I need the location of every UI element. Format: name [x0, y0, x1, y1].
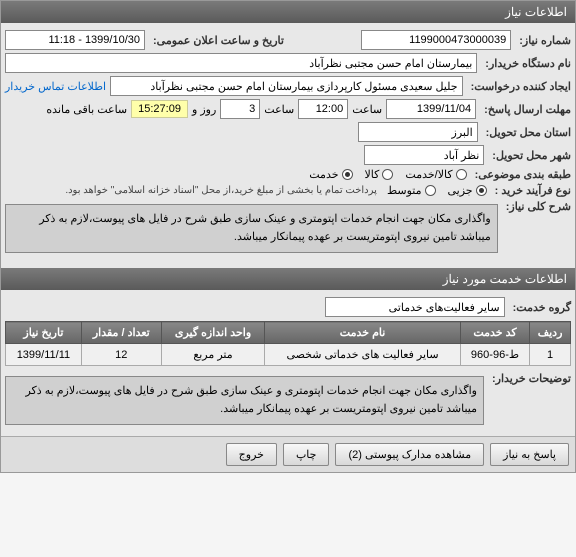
value-city: نظر آباد: [364, 145, 484, 165]
radio-pt-label-1: متوسط: [387, 184, 422, 197]
label-creator: ایجاد کننده درخواست:: [467, 80, 571, 93]
value-niaz-number: 1199000473000039: [361, 30, 511, 50]
value-niaz-desc: واگذاری مکان جهت انجام خدمات اپتومتری و …: [5, 204, 498, 253]
row-service-group: گروه خدمت: سایر فعالیت‌های خدماتی: [5, 297, 571, 317]
label-niaz-number: شماره نیاز:: [515, 34, 571, 47]
radio-circle-icon: [456, 169, 467, 180]
radio-circle-icon: [342, 169, 353, 180]
td-3: متر مربع: [161, 344, 265, 366]
row-niaz-number: شماره نیاز: 1199000473000039 تاریخ و ساع…: [5, 30, 571, 50]
label-deadline: مهلت ارسال پاسخ:: [480, 103, 571, 116]
title-bar: اطلاعات نیاز: [1, 1, 575, 23]
label-service-group: گروه خدمت:: [509, 301, 571, 314]
radio-circle-icon: [476, 185, 487, 196]
radio-circle-icon: [425, 185, 436, 196]
buttons-row: پاسخ به نیاز مشاهده مدارک پیوستی (2) چاپ…: [1, 436, 575, 472]
radio-pt-1[interactable]: متوسط: [387, 184, 436, 197]
td-5: 1399/11/11: [6, 344, 82, 366]
radio-item-1[interactable]: کالا: [365, 168, 394, 181]
th-5: تاریخ نیاز: [6, 322, 82, 344]
form-section: شماره نیاز: 1199000473000039 تاریخ و ساع…: [1, 23, 575, 264]
table-header-row: ردیف کد خدمت نام خدمت واحد اندازه گیری ت…: [6, 322, 571, 344]
budget-radio-group: کالا/خدمت کالا خدمت: [309, 168, 466, 181]
th-3: واحد اندازه گیری: [161, 322, 265, 344]
value-creator: جلیل سعیدی مسئول کارپردازی بیمارستان اما…: [110, 76, 463, 96]
radio-item-2[interactable]: خدمت: [309, 168, 352, 181]
row-purchase-type: نوع فرآیند خرید : جزیی متوسط پرداخت تمام…: [5, 184, 571, 197]
value-deadline-time: 12:00: [298, 99, 348, 119]
radio-item-0[interactable]: کالا/خدمت: [405, 168, 466, 181]
td-1: ط-96-960: [460, 344, 529, 366]
row-deadline: مهلت ارسال پاسخ: 1399/11/04 ساعت 12:00 س…: [5, 99, 571, 119]
radio-label-0: کالا/خدمت: [405, 168, 452, 181]
main-container: اطلاعات نیاز شماره نیاز: 119900047300003…: [0, 0, 576, 473]
countdown-timer: 15:27:09: [131, 100, 188, 118]
th-1: کد خدمت: [460, 322, 529, 344]
label-budget: طبقه بندی موضوعی:: [471, 168, 571, 181]
value-buyer-notes: واگذاری مکان جهت انجام خدمات اپتومتری و …: [5, 376, 484, 425]
value-announce-date: 1399/10/30 - 11:18: [5, 30, 145, 50]
label-purchase-type: نوع فرآیند خرید :: [491, 184, 571, 197]
value-province: البرز: [358, 122, 478, 142]
value-service-group: سایر فعالیت‌های خدماتی: [325, 297, 505, 317]
label-buyer-org: نام دستگاه خریدار:: [481, 57, 571, 70]
label-remain: ساعت باقی مانده: [46, 103, 127, 116]
label-niaz-desc: شرح کلی نیاز:: [502, 200, 571, 213]
print-button[interactable]: چاپ: [283, 443, 330, 466]
radio-label-2: خدمت: [309, 168, 338, 181]
label-announce-date: تاریخ و ساعت اعلان عمومی:: [149, 34, 284, 47]
row-city: شهر محل تحویل: نظر آباد: [5, 145, 571, 165]
view-attachments-button[interactable]: مشاهده مدارک پیوستی (2): [335, 443, 484, 466]
respond-button[interactable]: پاسخ به نیاز: [490, 443, 569, 466]
sub-title-bar: اطلاعات خدمت مورد نیاز: [1, 268, 575, 290]
value-buyer-org: بیمارستان امام حسن مجتبی نظرآباد: [5, 53, 477, 73]
label-province: استان محل تحویل:: [482, 126, 571, 139]
row-buyer-notes: توضیحات خریدار: واگذاری مکان جهت انجام خ…: [5, 372, 571, 429]
row-niaz-desc: شرح کلی نیاز: واگذاری مکان جهت انجام خدم…: [5, 200, 571, 257]
row-budget: طبقه بندی موضوعی: کالا/خدمت کالا خدمت: [5, 168, 571, 181]
radio-pt-label-0: جزیی: [448, 184, 473, 197]
purchase-radio-group: جزیی متوسط: [387, 184, 487, 197]
label-buyer-notes: توضیحات خریدار:: [488, 372, 571, 385]
td-0: 1: [530, 344, 571, 366]
td-4: 12: [81, 344, 161, 366]
value-days: 3: [220, 99, 260, 119]
td-2: سایر فعالیت های خدماتی شخصی: [265, 344, 461, 366]
link-buyer-contact[interactable]: اطلاعات تماس خریدار: [5, 80, 106, 93]
table-row[interactable]: 1 ط-96-960 سایر فعالیت های خدماتی شخصی م…: [6, 344, 571, 366]
label-city: شهر محل تحویل:: [488, 149, 571, 162]
radio-pt-0[interactable]: جزیی: [448, 184, 487, 197]
value-deadline-date: 1399/11/04: [386, 99, 476, 119]
label-time2: ساعت: [264, 103, 294, 116]
label-days: روز و: [192, 103, 216, 116]
row-buyer-org: نام دستگاه خریدار: بیمارستان امام حسن مج…: [5, 53, 571, 73]
radio-label-1: کالا: [365, 168, 380, 181]
label-time: ساعت: [352, 103, 382, 116]
row-creator: ایجاد کننده درخواست: جلیل سعیدی مسئول کا…: [5, 76, 571, 96]
radio-circle-icon: [382, 169, 393, 180]
services-table: ردیف کد خدمت نام خدمت واحد اندازه گیری ت…: [5, 321, 571, 366]
th-4: تعداد / مقدار: [81, 322, 161, 344]
exit-button[interactable]: خروج: [226, 443, 277, 466]
th-0: ردیف: [530, 322, 571, 344]
th-2: نام خدمت: [265, 322, 461, 344]
row-province: استان محل تحویل: البرز: [5, 122, 571, 142]
purchase-note: پرداخت تمام یا بخشی از مبلغ خرید،از محل …: [65, 185, 377, 196]
service-section: گروه خدمت: سایر فعالیت‌های خدماتی ردیف ک…: [1, 290, 575, 436]
